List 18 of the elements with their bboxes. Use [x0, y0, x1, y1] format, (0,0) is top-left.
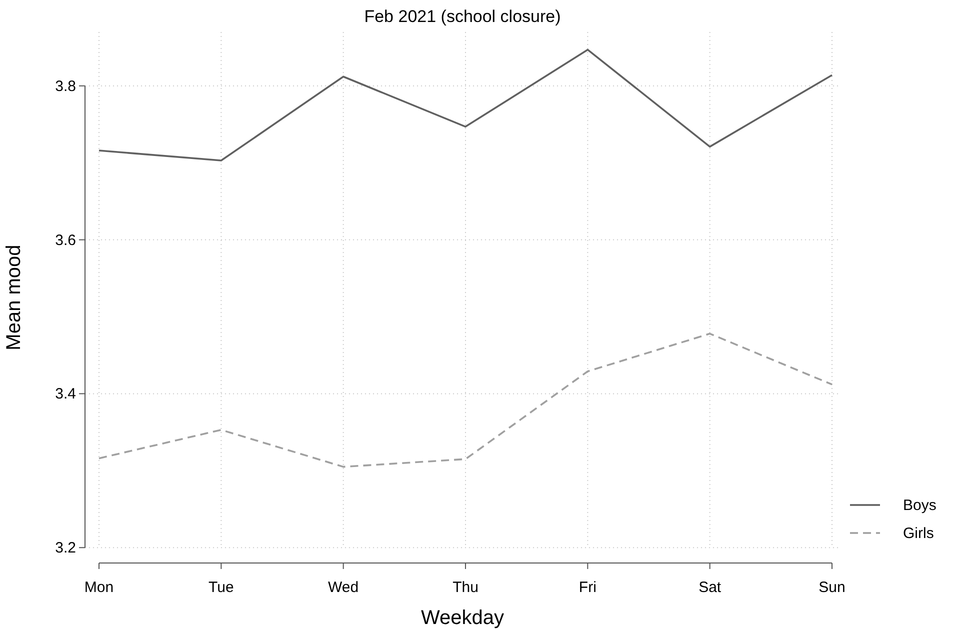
line-series: [98, 332, 833, 468]
y-axis-title: Mean mood: [3, 244, 25, 350]
x-tick-label: Fri: [578, 579, 596, 596]
x-tick-label: Tue: [208, 579, 234, 596]
x-tick-label: Wed: [328, 579, 359, 596]
y-tick-label: 3.2: [55, 540, 76, 557]
legend-label: Boys: [903, 497, 936, 514]
x-tick-label: Mon: [84, 579, 114, 596]
x-tick-label: Sun: [818, 579, 846, 596]
line-series: [98, 48, 833, 162]
y-tick-label: 3.8: [55, 78, 76, 95]
chart-title: Feb 2021 (school closure): [364, 7, 561, 26]
x-axis-title: Weekday: [420, 607, 504, 629]
x-tick-label: Sat: [698, 579, 722, 596]
y-tick-label: 3.4: [55, 386, 76, 403]
y-tick-label: 3.6: [55, 232, 76, 249]
legend-label: Girls: [903, 525, 934, 542]
x-tick-label: Thu: [452, 579, 478, 596]
